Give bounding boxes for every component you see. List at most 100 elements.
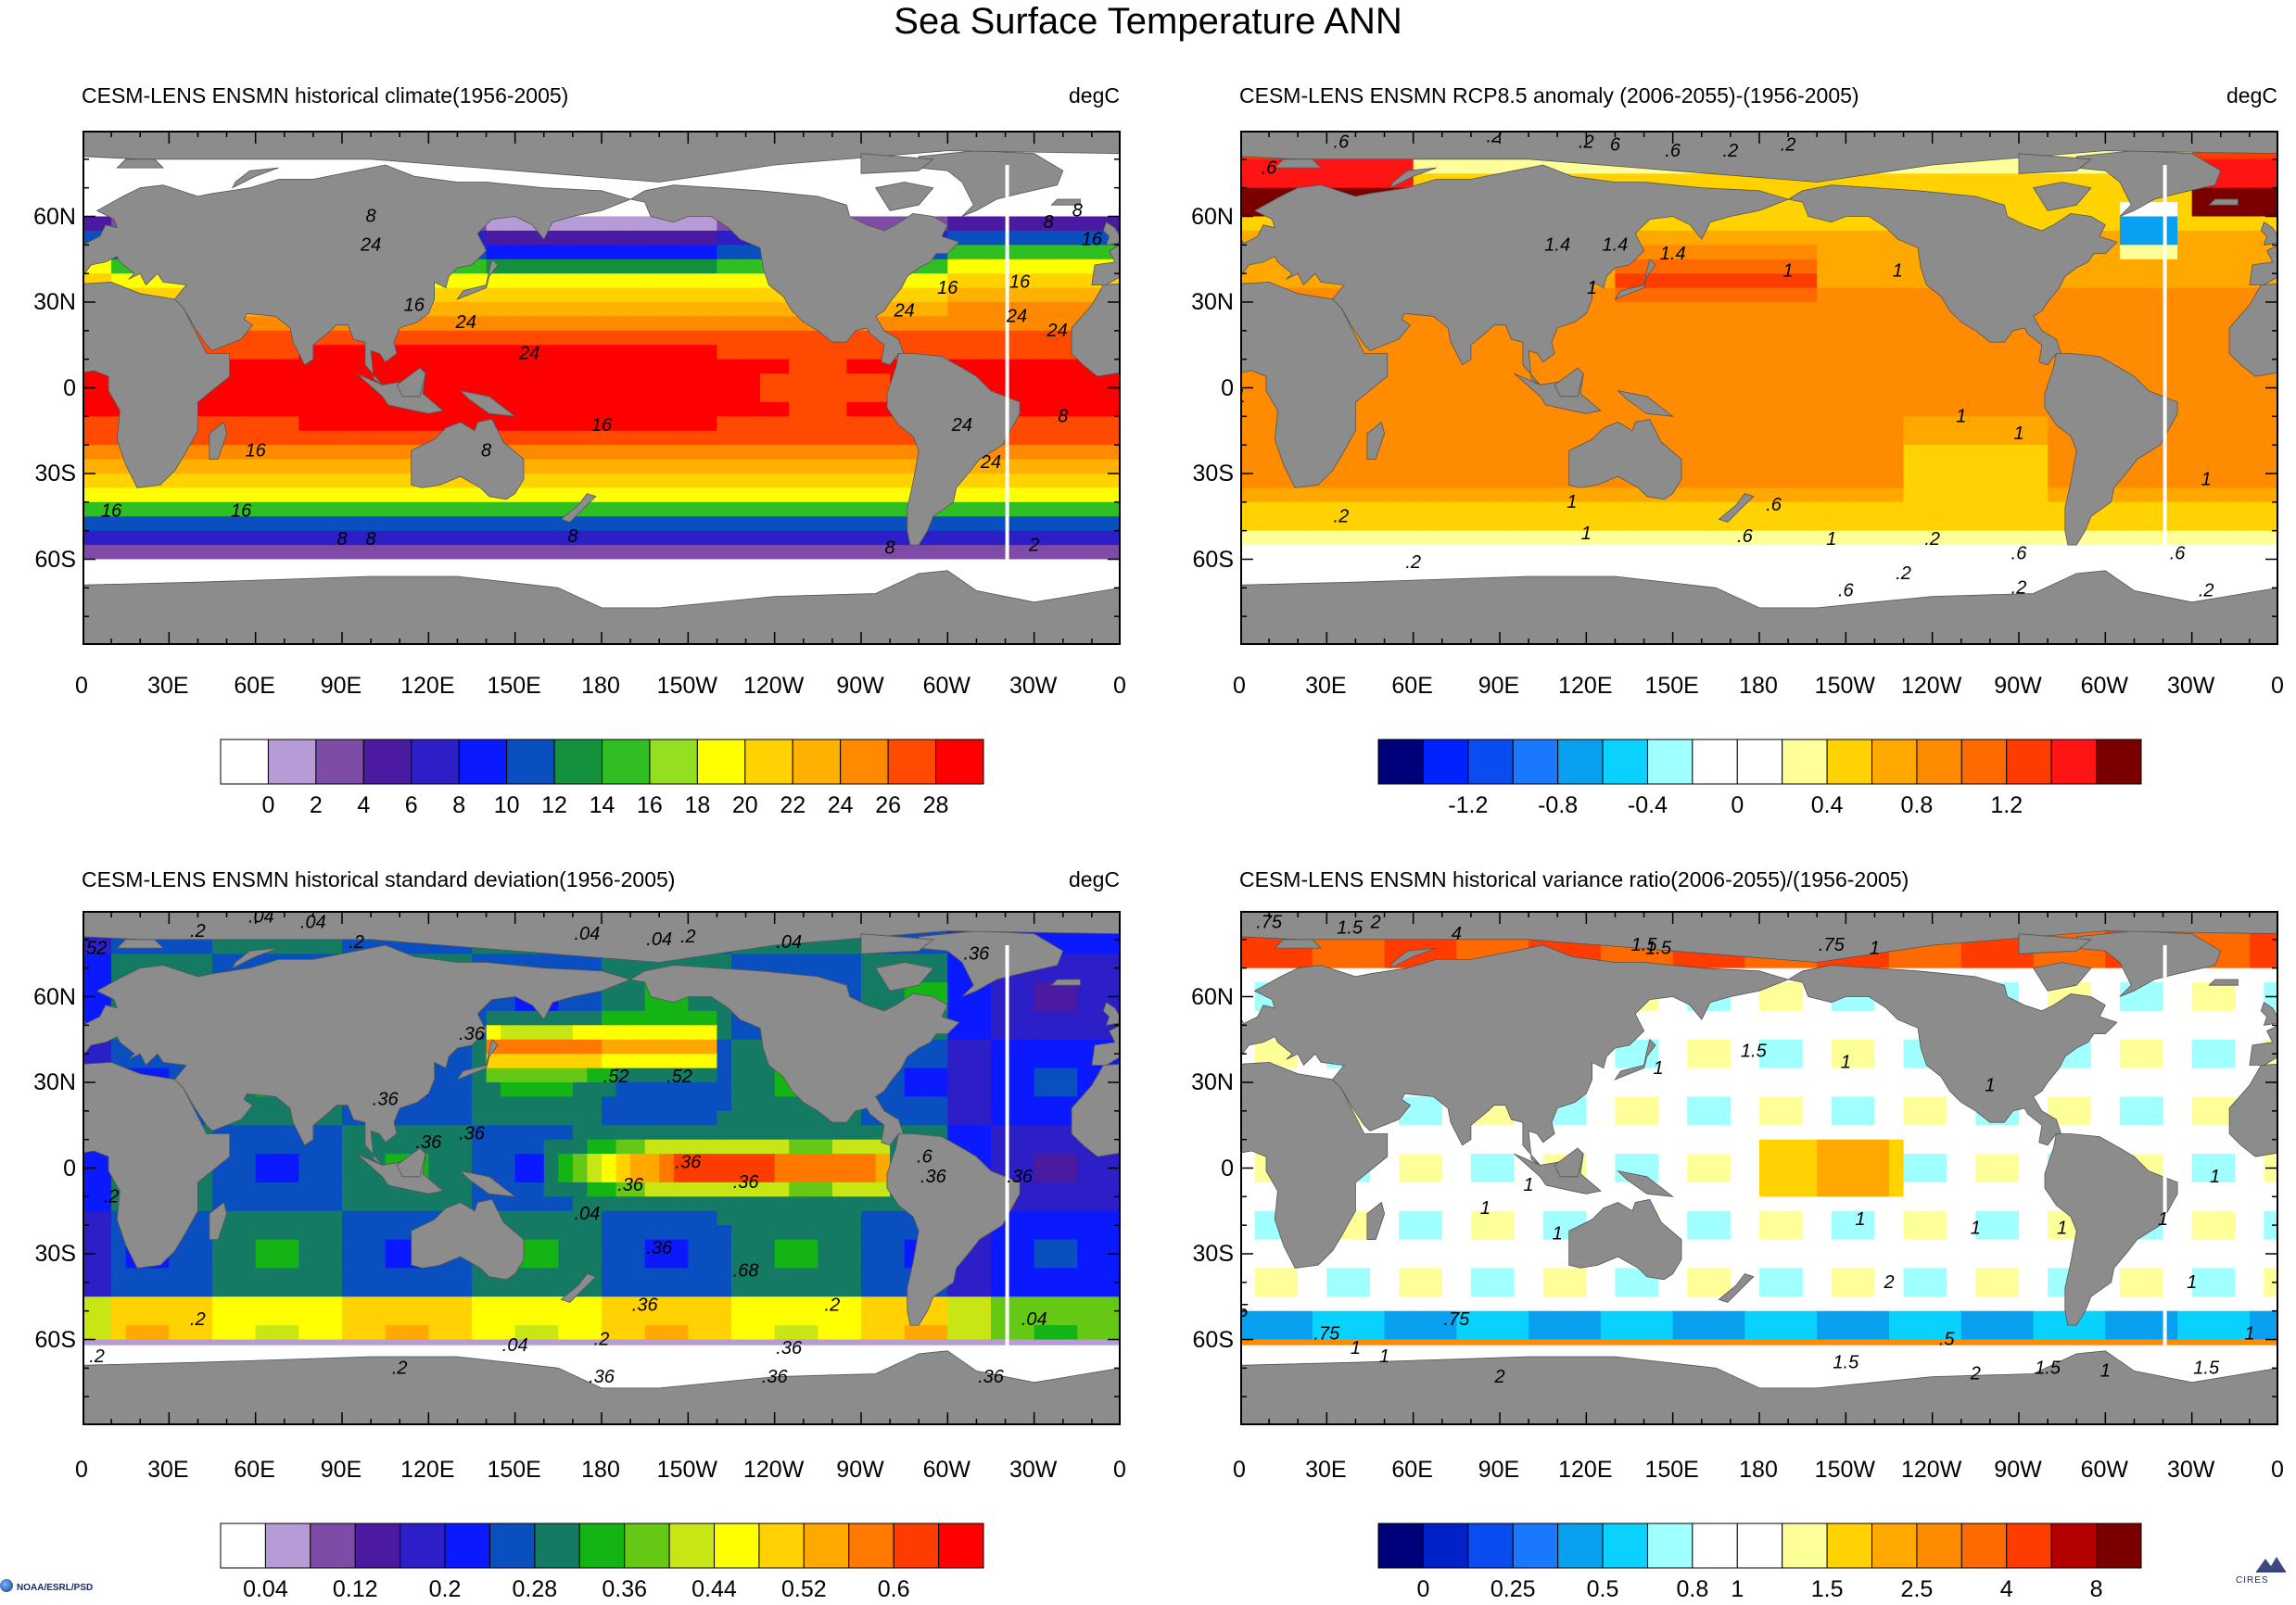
contour-label: .2 — [1896, 563, 1911, 584]
contour-label: 16 — [1082, 229, 1103, 249]
colorbar-swatch — [893, 1523, 940, 1569]
colorbar-swatch — [1422, 739, 1469, 785]
meridian-gap-line — [2163, 165, 2167, 588]
lon-label: 30W — [1008, 673, 1058, 699]
lat-label: 60S — [34, 1326, 76, 1353]
colorbar-label: 6 — [404, 792, 418, 818]
contour-label: .2 — [1781, 135, 1796, 156]
land-borneo — [1554, 1147, 1584, 1178]
contour-label: 16 — [246, 441, 267, 461]
meridian-gap-line — [1005, 165, 1009, 588]
contour-label: .2 — [1405, 552, 1421, 573]
contour-label: 1.4 — [1660, 244, 1686, 264]
colorbar-label: 0.6 — [877, 1576, 910, 1602]
lon-label: 60W — [922, 1457, 971, 1483]
contour-label: .6 — [917, 1146, 933, 1167]
land-eurasia — [2249, 244, 2278, 285]
colorbar-swatch — [315, 739, 364, 785]
lon-label: 90W — [836, 1457, 884, 1483]
lon-label: 60E — [1391, 1457, 1433, 1483]
contour-label: .2 — [1924, 529, 1940, 550]
lat-label: 60N — [33, 203, 76, 230]
land-ellesmere — [860, 153, 934, 174]
contour-label: 16 — [231, 500, 252, 521]
lat-label: 60N — [1191, 203, 1234, 230]
contour-label: .36 — [459, 1024, 486, 1044]
lon-label: 150W — [656, 1457, 717, 1483]
contour-label: .36 — [762, 1367, 789, 1387]
land-britain — [2260, 221, 2278, 246]
lon-label: 60W — [2080, 1457, 2129, 1483]
lon-label: 0 — [2271, 1457, 2284, 1483]
land-africa — [82, 1061, 231, 1269]
land-baffin — [2032, 962, 2092, 992]
lat-label: 30N — [33, 1069, 76, 1095]
lon-label: 150E — [487, 673, 541, 699]
land-samerica — [2044, 353, 2178, 546]
colorbar-swatch — [803, 1523, 850, 1569]
contour-label: .6 — [1838, 581, 1855, 601]
panel-title-climate: CESM-LENS ENSMN historical climate(1956-… — [82, 83, 569, 107]
lat-label: 30N — [1191, 289, 1234, 315]
land-eurasia — [1091, 1024, 1121, 1066]
lon-label: 120W — [1901, 1457, 1962, 1483]
lon-label: 30W — [2166, 1457, 2215, 1483]
land-novaya — [1389, 947, 1437, 969]
colorbar-swatch — [1782, 1523, 1828, 1569]
colorbar-swatch — [2006, 739, 2052, 785]
lon-label: 120E — [1558, 1457, 1613, 1483]
contour-label: 2 — [1493, 1367, 1504, 1387]
lon-label: 120W — [743, 673, 805, 699]
lon-label: 0 — [2271, 673, 2284, 699]
map-ticks — [1240, 911, 2278, 1425]
lat-label: 30S — [34, 461, 76, 487]
lon-label: 60E — [234, 673, 275, 699]
contour-label: .2 — [349, 932, 364, 953]
lon-label: 90E — [320, 1457, 362, 1483]
panel-units-anomaly: degC — [2226, 83, 2277, 107]
contour-label: .2 — [1334, 506, 1350, 526]
contour-label: 1.5 — [2035, 1359, 2061, 1379]
contour-label: 1 — [2210, 1167, 2220, 1187]
colorbar-label: 14 — [589, 792, 615, 818]
colorbar-label: 0 — [1731, 792, 1744, 818]
colorbar-swatch — [1512, 739, 1559, 785]
contour-label: .5 — [1939, 1330, 1956, 1350]
land-eurasia — [1240, 164, 1790, 385]
contour-label: .04 — [1021, 1309, 1047, 1330]
contour-label: 1 — [1587, 278, 1597, 298]
contour-label: .04 — [248, 911, 274, 927]
colorbar-label: 0.5 — [1586, 1576, 1619, 1602]
contour-label: 8 — [1058, 407, 1068, 427]
land-baffin — [874, 182, 934, 211]
land-africa — [2228, 283, 2278, 377]
contour-label: 4 — [1452, 924, 1462, 944]
colorbar-label: 24 — [827, 792, 854, 818]
contour-label: .36 — [373, 1090, 400, 1110]
colorbar-label: 10 — [493, 792, 520, 818]
land-antarctica — [1240, 1350, 2278, 1425]
lon-label: 90W — [836, 673, 884, 699]
contour-label: .04 — [502, 1335, 528, 1356]
contour-label: .04 — [574, 1204, 600, 1224]
colorbar-swatch — [696, 739, 746, 785]
contour-label: 24 — [455, 312, 476, 333]
colorbar-swatch — [1782, 739, 1828, 785]
lat-label: 60N — [33, 983, 76, 1010]
contour-label: 1 — [1379, 1346, 1389, 1367]
contour-label: 16 — [404, 295, 425, 315]
lon-label: 180 — [581, 1457, 620, 1483]
land-iceland — [2208, 198, 2239, 206]
colorbar-stddev — [220, 1523, 984, 1569]
colorbar-label: 0.25 — [1490, 1576, 1536, 1602]
contour-label: 1.5 — [1833, 1352, 1859, 1372]
contour-label: 1.5 — [1645, 938, 1672, 958]
contour-label: .6 — [1766, 495, 1782, 515]
contour-label: 1.4 — [1602, 235, 1628, 256]
colorbar-swatch — [649, 739, 698, 785]
lon-label: 90E — [1478, 1457, 1520, 1483]
contour-label: .6 — [2170, 544, 2187, 564]
colorbar-swatch — [2006, 1523, 2052, 1569]
colorbar-swatch — [1602, 1523, 1648, 1569]
